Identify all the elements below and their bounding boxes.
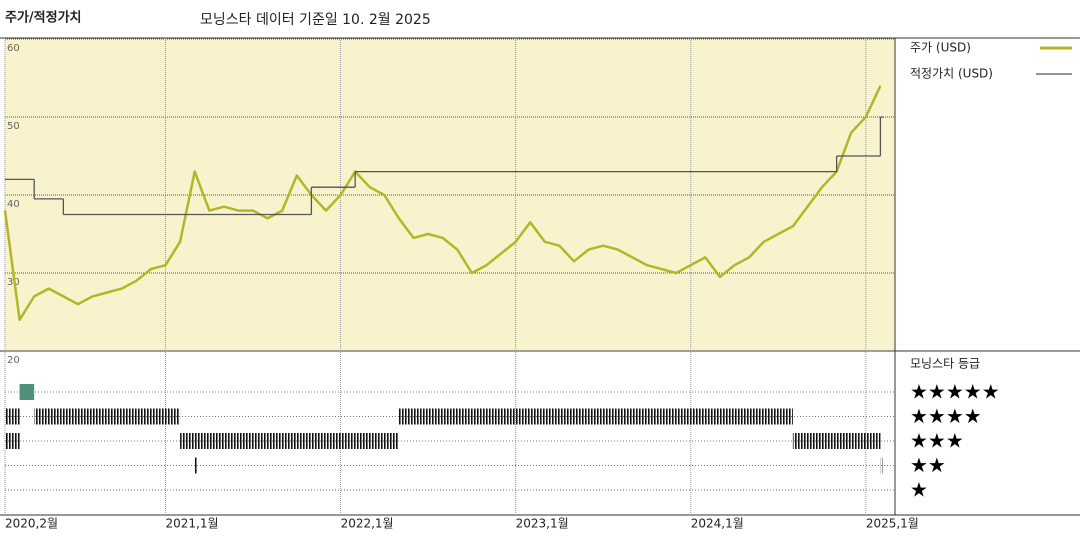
rating-stars: ★★★★★ xyxy=(910,380,1000,404)
y-tick-label: 20 xyxy=(7,355,20,366)
x-tick-label: 2023,1월 xyxy=(516,517,569,531)
rating-bar xyxy=(194,457,197,474)
rating-bar xyxy=(194,433,399,449)
y-tick-label: 50 xyxy=(7,121,20,132)
chart-title: 주가/적정가치 xyxy=(5,10,82,26)
rating-stars: ★★★★ xyxy=(910,404,982,428)
x-tick-label: 2021,1월 xyxy=(165,517,218,531)
rating-bar xyxy=(34,408,181,425)
rating-stars: ★★ xyxy=(910,453,946,477)
x-tick-label: 2020,2월 xyxy=(5,517,58,531)
price-line xyxy=(3,85,882,322)
chart-subtitle: 모닝스타 데이터 기준일 10. 2월 2025 xyxy=(200,12,431,28)
rating-bar xyxy=(5,408,20,425)
rating-bar xyxy=(398,408,793,425)
rating-stars: ★★★ xyxy=(910,429,964,453)
rating-bar xyxy=(180,433,195,449)
rating-bar xyxy=(880,457,883,474)
rating-stars: ★ xyxy=(910,478,928,502)
legend-label: 적정가치 (USD) xyxy=(910,67,993,81)
y-tick-label: 40 xyxy=(7,199,20,210)
legend-label: 주가 (USD) xyxy=(910,41,971,55)
x-tick-label: 2025,1월 xyxy=(866,517,919,531)
rating-bar xyxy=(19,384,35,400)
rating-bar xyxy=(792,433,881,449)
x-tick-label: 2022,1월 xyxy=(341,517,394,531)
rating-bar xyxy=(5,433,20,449)
rating-title: 모닝스타 등급 xyxy=(910,357,980,371)
x-tick-label: 2024,1월 xyxy=(691,517,744,531)
y-tick-label: 60 xyxy=(7,43,20,54)
